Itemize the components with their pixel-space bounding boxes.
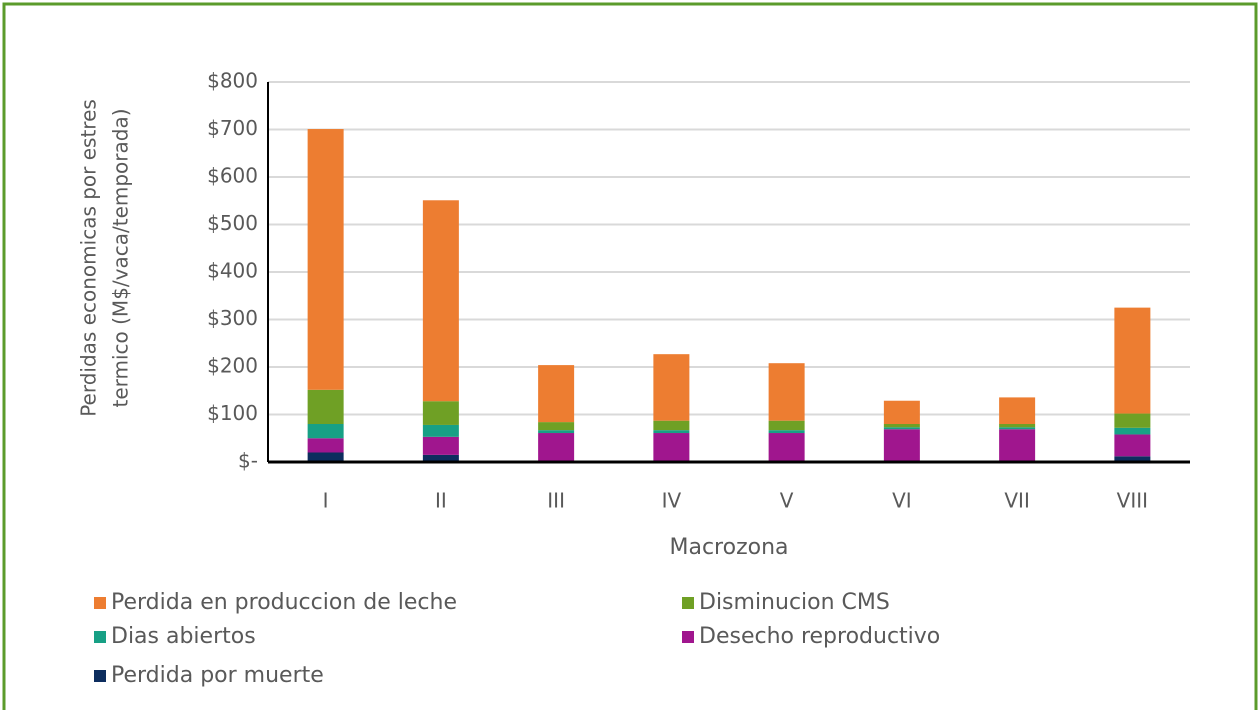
bar-segment xyxy=(883,427,920,430)
legend-swatch xyxy=(682,631,694,643)
bar-segment xyxy=(307,424,344,439)
bar-segment xyxy=(538,365,575,423)
bar-segment xyxy=(653,420,690,431)
bar-segment xyxy=(768,433,805,461)
legend-label: Desecho reproductivo xyxy=(699,624,940,649)
bar-segment xyxy=(883,429,920,461)
bar-segment xyxy=(653,430,690,434)
y-axis-label-line: Perdidas economicas por estres xyxy=(77,99,101,417)
bar-segment xyxy=(653,433,690,461)
y-tick-label: $300 xyxy=(207,306,258,330)
bar-segment xyxy=(1114,456,1151,462)
legend-swatch xyxy=(94,597,106,609)
legend-label: Disminucion CMS xyxy=(699,590,890,615)
x-tick-label: V xyxy=(780,489,794,513)
x-tick-label: IV xyxy=(662,489,682,513)
legend-label: Perdida por muerte xyxy=(111,663,324,688)
y-tick-label: $400 xyxy=(207,259,258,283)
bar-segment xyxy=(768,420,805,431)
bar-segment xyxy=(307,389,344,424)
y-tick-label: $100 xyxy=(207,401,258,425)
x-axis-label: Macrozona xyxy=(669,535,788,560)
bar-segment xyxy=(883,424,920,428)
x-tick-label: VI xyxy=(892,489,912,513)
bar-segment xyxy=(307,452,344,462)
bar-segment xyxy=(1114,434,1151,457)
bar-segment xyxy=(422,454,459,462)
y-axis-label: Perdidas economicas por estres termico (… xyxy=(77,99,133,417)
bar-segment xyxy=(538,422,575,431)
bar-segment xyxy=(422,401,459,425)
bar-segment xyxy=(883,400,920,424)
bar-segment xyxy=(768,430,805,434)
y-tick-label: $500 xyxy=(207,211,258,235)
bar-segment xyxy=(653,354,690,421)
bar-segment xyxy=(1114,307,1151,414)
legend-swatch xyxy=(682,597,694,609)
bar-segment xyxy=(307,438,344,453)
bar-segment xyxy=(1114,427,1151,435)
bar-segment xyxy=(999,397,1036,424)
y-axis-label-line: termico (M$/vaca/temporada) xyxy=(109,108,133,407)
legend-label: Dias abiertos xyxy=(111,624,256,649)
bar-segment xyxy=(538,433,575,461)
bar-segment xyxy=(999,429,1036,461)
x-tick-label: II xyxy=(435,489,447,513)
y-tick-label: $- xyxy=(238,449,258,473)
legend-swatch xyxy=(94,631,106,643)
y-tick-label: $800 xyxy=(207,69,258,93)
x-tick-label: I xyxy=(323,489,329,513)
bar-segment xyxy=(422,200,459,402)
bar-segment xyxy=(999,424,1036,428)
y-tick-label: $600 xyxy=(207,164,258,188)
x-tick-label: VII xyxy=(1004,489,1029,513)
bar-segment xyxy=(768,363,805,421)
bar-segment xyxy=(422,424,459,437)
bar-segment xyxy=(307,129,344,390)
x-tick-label: VIII xyxy=(1117,489,1148,513)
legend-label: Perdida en produccion de leche xyxy=(111,590,457,615)
bar-segment xyxy=(538,430,575,434)
bar-segment xyxy=(1114,413,1151,428)
x-tick-label: III xyxy=(547,489,565,513)
y-tick-label: $700 xyxy=(207,116,258,140)
legend-swatch xyxy=(94,670,106,682)
bar-segment xyxy=(422,436,459,455)
y-tick-label: $200 xyxy=(207,354,258,378)
bar-segment xyxy=(999,427,1036,430)
